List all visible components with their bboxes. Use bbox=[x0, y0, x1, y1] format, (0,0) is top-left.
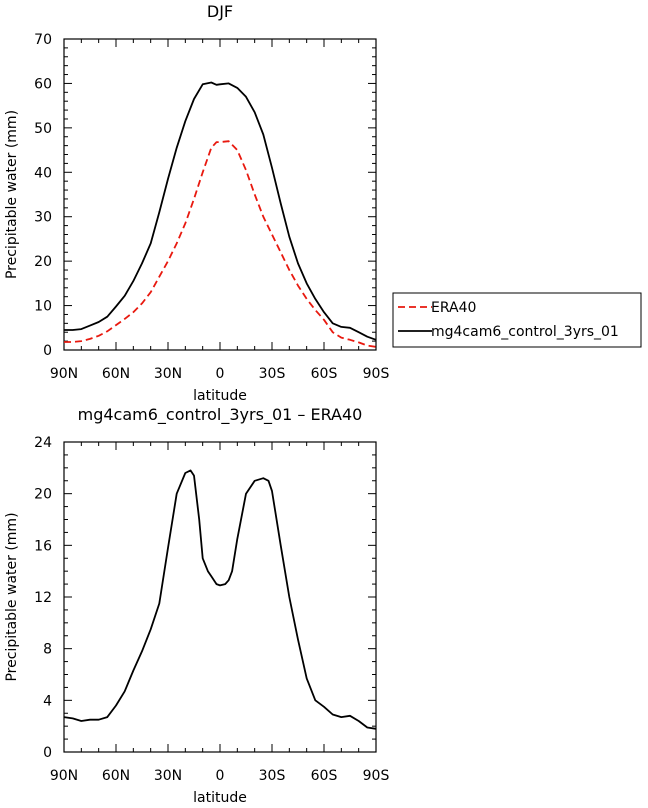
y-tick-label: 12 bbox=[34, 590, 52, 606]
legend-box bbox=[392, 292, 642, 348]
x-tick-label: 90S bbox=[363, 366, 390, 382]
x-tick-label: 60N bbox=[102, 768, 130, 784]
series-line-era40 bbox=[64, 140, 377, 348]
y-tick-label: 60 bbox=[34, 76, 52, 92]
x-tick-label: 90S bbox=[363, 768, 390, 784]
y-axis-label: Precipitable water (mm) bbox=[4, 512, 20, 681]
x-tick-label: 30N bbox=[154, 768, 182, 784]
y-tick-label: 24 bbox=[34, 435, 52, 451]
y-tick-label: 0 bbox=[43, 343, 52, 359]
plot-frame bbox=[63, 38, 377, 351]
x-axis-label: latitude bbox=[193, 388, 247, 404]
y-axis-label: Precipitable water (mm) bbox=[4, 110, 20, 279]
x-tick-label: 0 bbox=[216, 366, 225, 382]
series-line-difference bbox=[63, 469, 377, 730]
x-tick-label: 30N bbox=[154, 366, 182, 382]
x-tick-label: 90N bbox=[50, 366, 78, 382]
plot-frame bbox=[63, 441, 377, 753]
y-tick-label: 16 bbox=[34, 538, 52, 554]
x-tick-label: 30S bbox=[259, 366, 286, 382]
chart-djf: DJF latitude Precipitable water (mm) 90N… bbox=[4, 2, 389, 404]
y-tick-label: 10 bbox=[34, 299, 52, 315]
legend-entry-model: mg4cam6_control_3yrs_01 bbox=[431, 324, 619, 340]
chart-difference: mg4cam6_control_3yrs_01 – ERA40 latitude… bbox=[4, 405, 389, 806]
x-axis-label: latitude bbox=[193, 790, 247, 806]
chart-title: mg4cam6_control_3yrs_01 – ERA40 bbox=[78, 405, 363, 425]
legend: ERA40 mg4cam6_control_3yrs_01 bbox=[392, 292, 642, 348]
x-tick-label: 90N bbox=[50, 768, 78, 784]
series-line-mg4cam6-control-3yrs-01 bbox=[64, 81, 377, 341]
x-tick-label: 60N bbox=[102, 366, 130, 382]
y-tick-label: 20 bbox=[34, 254, 52, 270]
x-tick-label: 60S bbox=[311, 768, 338, 784]
x-tick-label: 60S bbox=[311, 366, 338, 382]
x-tick-label: 30S bbox=[259, 768, 286, 784]
legend-entry-era40: ERA40 bbox=[431, 300, 476, 316]
y-tick-label: 8 bbox=[43, 642, 52, 658]
x-tick-label: 0 bbox=[216, 768, 225, 784]
y-tick-label: 50 bbox=[34, 121, 52, 137]
y-tick-label: 20 bbox=[34, 487, 52, 503]
y-tick-label: 0 bbox=[43, 745, 52, 761]
chart-title: DJF bbox=[207, 2, 233, 21]
y-tick-label: 30 bbox=[34, 210, 52, 226]
y-tick-label: 70 bbox=[34, 32, 52, 48]
y-tick-label: 40 bbox=[34, 165, 52, 181]
y-tick-label: 4 bbox=[43, 693, 52, 709]
